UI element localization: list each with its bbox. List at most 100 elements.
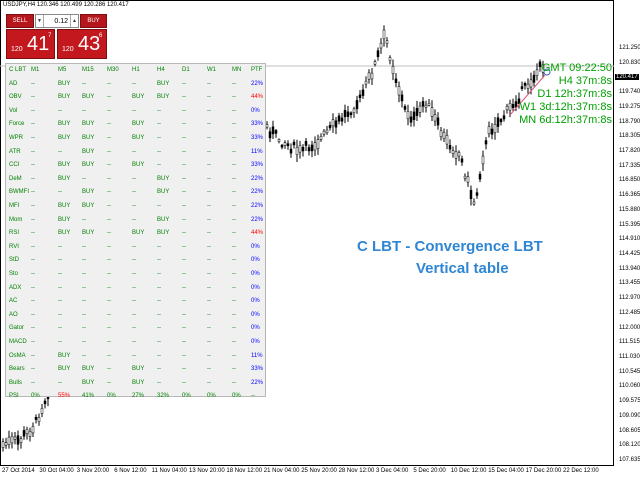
table-cell: -- [132, 175, 136, 182]
lot-size-input[interactable]: ▼ 0.12 ▲ [35, 14, 79, 28]
table-cell: -- [232, 257, 236, 264]
table-cell: -- [207, 107, 211, 114]
table-cell: -- [232, 243, 236, 250]
table-row-label: CCI [9, 162, 20, 169]
table-cell: -- [31, 298, 35, 305]
table-cell: -- [207, 311, 211, 318]
lot-size-value[interactable]: 0.12 [54, 17, 68, 25]
candle-body [448, 145, 452, 150]
candle-body [490, 128, 494, 135]
time-tick-label: 18 Nov 12:00 [226, 468, 263, 474]
table-cell: -- [107, 162, 111, 169]
table-cell: BUY [82, 121, 95, 128]
candle-body [313, 142, 317, 151]
time-tick-label: 5 Dec 20:00 [413, 468, 446, 474]
price-tick-label: 109.090 [619, 412, 640, 419]
table-cell: BUY [132, 162, 145, 169]
table-cell: -- [58, 339, 62, 345]
buy-price-button[interactable]: 120 43 6 [57, 29, 107, 59]
candle-body [502, 115, 506, 120]
table-cell: -- [157, 203, 161, 209]
table-cell: BUY [157, 80, 170, 87]
table-cell: -- [132, 284, 136, 291]
table-cell: -- [31, 257, 35, 264]
candle-body [394, 78, 398, 84]
table-cell: BUY [58, 80, 71, 87]
timer-w1: W1 3d:12h:37m:8s [519, 101, 612, 113]
table-cell: -- [132, 339, 136, 345]
table-cell: -- [82, 216, 86, 223]
sell-price-button[interactable]: 120 41 7 [6, 29, 55, 59]
time-tick-label: 27 Oct 2014 [2, 468, 35, 474]
table-row-label: RSI [9, 230, 20, 237]
candle-body [415, 108, 419, 116]
table-cell: -- [58, 298, 62, 305]
table-cell: -- [182, 203, 186, 209]
candle-body [400, 94, 404, 102]
table-cell: -- [182, 352, 186, 359]
trend-line[interactable] [509, 74, 546, 116]
table-cell: BUY [82, 366, 95, 373]
table-cell: -- [31, 325, 35, 332]
price-tick-label: 113.940 [619, 265, 640, 272]
caption-line2: Vertical table [416, 260, 509, 277]
candle-body [289, 148, 293, 154]
table-row-label: WPR [9, 135, 23, 141]
lot-decrease-icon[interactable]: ▼ [36, 15, 44, 27]
table-row-label: RVI [9, 243, 19, 250]
table-cell: BUY [82, 148, 95, 155]
table-cell: -- [82, 80, 86, 87]
candle-body [328, 125, 332, 129]
table-cell: -- [82, 175, 86, 182]
buy-button[interactable]: BUY [80, 14, 107, 28]
candle-body [433, 114, 437, 122]
table-cell-ptf: 0% [251, 311, 260, 318]
table-cell: -- [207, 216, 211, 223]
time-tick-label: 28 Nov 12:00 [338, 468, 375, 474]
table-cell-ptf: 22% [251, 203, 264, 209]
table-cell: BUY [58, 162, 71, 169]
table-cell: -- [31, 80, 35, 87]
table-cell: -- [132, 298, 136, 305]
table-cell: -- [232, 298, 236, 305]
price-tick-label: 113.455 [619, 280, 640, 287]
candle-body [325, 129, 329, 134]
one-click-trading-panel: SELL ▼ 0.12 ▲ BUY 120 41 7 120 43 6 [4, 14, 107, 60]
table-cell: -- [132, 216, 136, 223]
table-cell: BUY [157, 216, 170, 223]
table-cell: -- [182, 339, 186, 345]
table-cell: -- [107, 189, 111, 196]
table-cell: -- [182, 311, 186, 318]
candle-body [484, 140, 488, 145]
table-header-d1: D1 [182, 67, 190, 73]
buy-price-prefix: 120 [62, 46, 74, 53]
candle-body [271, 126, 275, 135]
table-cell-ptf: 0% [251, 107, 260, 114]
price-tick-label: 119.740 [619, 89, 640, 96]
candle-body [388, 57, 392, 62]
table-row-label: StD [9, 257, 20, 264]
table-cell: -- [31, 162, 35, 169]
candle-body [37, 417, 41, 422]
table-cell: -- [207, 175, 211, 182]
table-cell: -- [107, 216, 111, 223]
table-cell: -- [232, 203, 236, 209]
table-cell: BUY [82, 230, 95, 237]
candle-body [331, 119, 335, 127]
table-cell: -- [232, 271, 236, 277]
time-tick-label: 15 Dec 04:00 [488, 468, 524, 474]
candle-body [499, 119, 503, 123]
candle-body [1, 441, 5, 448]
lot-increase-icon[interactable]: ▲ [70, 15, 78, 27]
table-cell: -- [182, 175, 186, 182]
table-cell: -- [31, 339, 35, 345]
candle-body [337, 115, 341, 122]
table-cell: -- [58, 107, 62, 114]
table-cell: -- [58, 311, 62, 318]
table-cell: -- [182, 162, 186, 169]
table-cell: -- [232, 135, 236, 141]
table-cell-ptf: 11% [251, 352, 263, 359]
sell-button[interactable]: SELL [6, 14, 34, 28]
indicator-table: C LBT M1 M5 M15 M30 H1 H4 D1 W1 MN PTF AD -- BUY -- -- -… [5, 63, 266, 399]
table-cell: -- [82, 271, 86, 277]
